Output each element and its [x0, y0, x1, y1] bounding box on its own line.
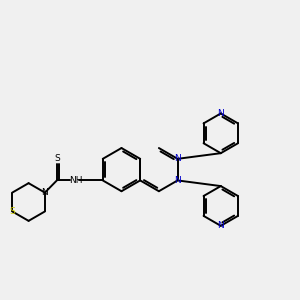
Text: S: S: [54, 154, 60, 163]
Text: N: N: [41, 188, 48, 197]
Text: S: S: [9, 207, 15, 216]
Text: N: N: [174, 154, 181, 163]
Text: N: N: [174, 176, 181, 185]
Text: N: N: [218, 221, 224, 230]
Text: NH: NH: [69, 176, 83, 185]
Text: N: N: [218, 109, 224, 118]
